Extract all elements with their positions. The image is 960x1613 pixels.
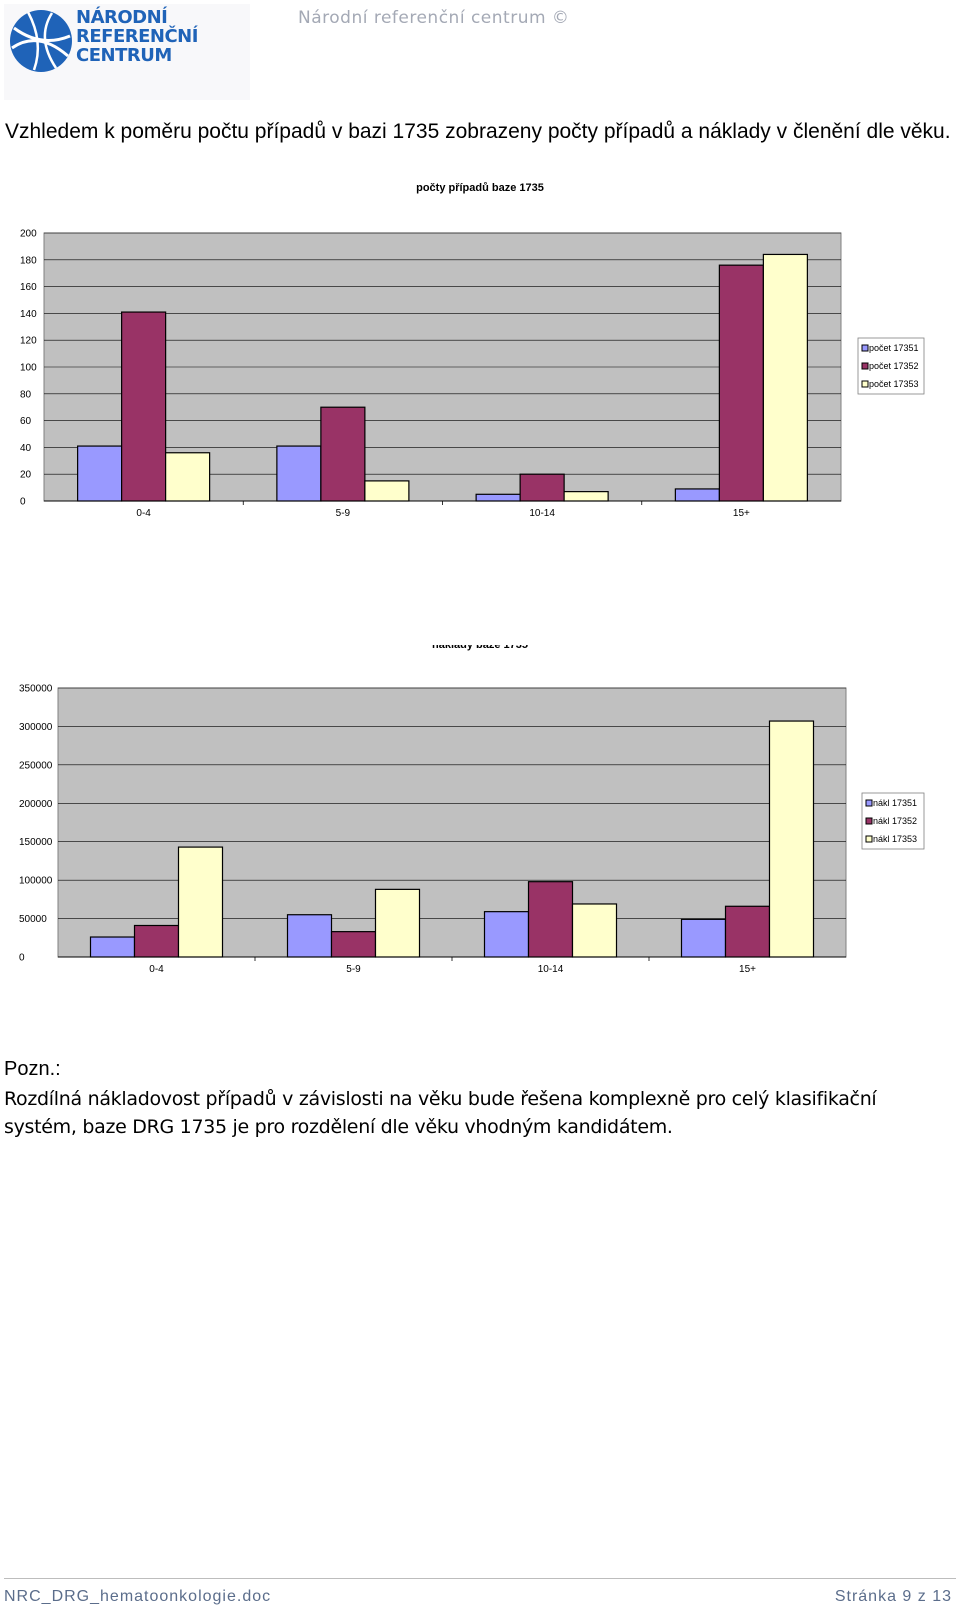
bar-počet-17353 [364,480,410,502]
bar-nákl-17352 [330,931,377,958]
bar-počet-17351 [276,445,322,502]
footer-page-number: Stránka 9 z 13 [834,1588,952,1605]
intro-paragraph: Vzhledem k poměru počtu případů v bazi 1… [5,120,951,143]
bar-počet-17352 [320,406,366,502]
logo-wordmark: NÁRODNÍ REFERENČNÍ CENTRUM [76,8,198,65]
footer-filename: NRC_DRG_hematoonkologie.doc [4,1588,272,1605]
globe-logo-icon [10,10,72,72]
legend-swatch [865,835,873,843]
y-tick-label: 180 [20,255,37,266]
bar-počet-17352 [121,311,167,502]
legend-label: počet 17353 [869,379,919,389]
x-tick-label: 15+ [733,508,750,519]
note-label: Pozn.: [4,1058,61,1080]
y-tick-label: 0 [19,953,25,964]
y-tick-label: 80 [20,389,32,400]
header-title: Národní referenční centrum © [298,8,570,28]
y-tick-label: 140 [20,309,37,320]
y-tick-label: 0 [20,497,26,508]
y-tick-label: 50000 [19,914,47,925]
bar-nákl-17351 [680,918,727,958]
legend-swatch [861,362,869,370]
y-tick-label: 150000 [19,837,53,848]
legend-box [857,337,925,395]
bar-počet-17353 [762,253,808,502]
bar-počet-17353 [165,452,211,502]
logo-line: REFERENČNÍ [76,26,198,47]
nrc-logo: NÁRODNÍ REFERENČNÍ CENTRUM [4,4,250,100]
legend-swatch [861,380,869,388]
bar-nákl-17351 [286,914,333,958]
bar-nákl-17352 [527,881,574,958]
bar-nákl-17353 [768,720,815,958]
y-tick-label: 60 [20,416,32,427]
bar-počet-17351 [674,488,720,502]
y-tick-label: 100000 [19,876,53,887]
y-tick-label: 120 [20,336,37,347]
bar-počet-17351 [475,493,521,502]
y-tick-label: 250000 [19,760,53,771]
bar-nákl-17351 [89,936,136,958]
legend-label: počet 17351 [869,343,919,353]
costs-chart: náklady baze 1735 0 50000 100000 150000 20000… [19,645,925,975]
y-tick-label: 300000 [19,722,53,733]
y-tick-label: 160 [20,282,37,293]
cases-chart: počty případů baze 1735 0 20 40 60 80 100 120 14… [20,182,925,519]
y-tick-label: 350000 [19,684,53,695]
bar-nákl-17353 [374,888,421,958]
y-tick-label: 40 [20,443,32,454]
chart-title: počty případů baze 1735 [416,182,544,194]
bar-počet-17353 [563,491,609,502]
bar-počet-17352 [718,264,764,502]
x-tick-label: 15+ [739,964,756,975]
legend-label: počet 17352 [869,361,919,371]
legend-label: nákl 17353 [873,834,917,844]
bar-počet-17351 [77,445,123,502]
bar-nákl-17353 [177,846,224,958]
bar-nákl-17351 [483,911,530,958]
bar-nákl-17353 [571,903,618,958]
x-tick-label: 5-9 [346,964,361,975]
bar-nákl-17352 [133,924,180,958]
chart-title: náklady baze 1735 [432,645,528,651]
x-tick-label: 10-14 [529,508,555,519]
y-tick-label: 100 [20,363,37,374]
bar-počet-17352 [519,473,565,502]
x-tick-label: 5-9 [336,508,351,519]
y-tick-label: 20 [20,470,32,481]
x-tick-label: 0-4 [149,964,164,975]
y-tick-label: 200000 [19,799,53,810]
logo-line: NÁRODNÍ [76,7,168,28]
legend-swatch [865,799,873,807]
y-tick-label: 200 [20,229,37,240]
legend-swatch [865,817,873,825]
x-tick-label: 10-14 [538,964,564,975]
legend-label: nákl 17351 [873,798,917,808]
bar-nákl-17352 [724,905,771,958]
x-tick-label: 0-4 [136,508,151,519]
footer-divider [4,1578,956,1579]
logo-line: CENTRUM [76,45,172,66]
legend-label: nákl 17352 [873,816,917,826]
note-text: Rozdílná nákladovost případů v závislost… [4,1088,877,1138]
legend-swatch [861,344,869,352]
